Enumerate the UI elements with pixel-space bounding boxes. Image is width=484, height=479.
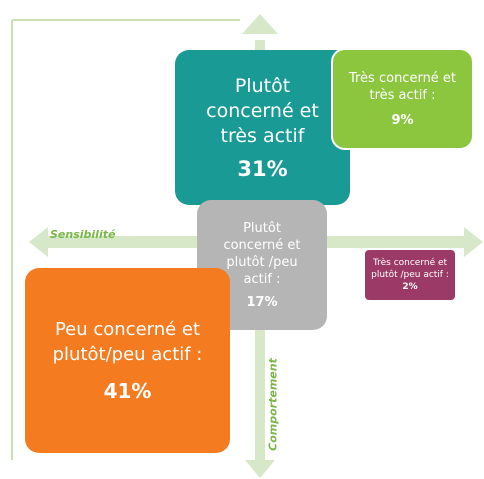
quadrant-box: Très concerné et plutôt /peu actif : 2%	[365, 250, 455, 300]
box-percent: 17%	[246, 294, 278, 310]
box-percent: 9%	[391, 112, 414, 128]
box-percent: 2%	[402, 282, 418, 292]
quadrant-box: Très concerné et très actif : 9%	[331, 48, 474, 150]
box-percent: 41%	[103, 379, 152, 403]
box-label: Plutôt concerné et plutôt /peu actif :	[223, 220, 301, 287]
axis-label: Sensibilité	[50, 228, 116, 241]
box-label: Plutôt concerné et très actif	[206, 74, 319, 147]
box-label: Très concerné et très actif :	[348, 70, 457, 103]
box-label: Très concerné et plutôt /peu actif :	[371, 258, 449, 280]
box-label: Peu concerné et plutôt/peu actif :	[52, 319, 203, 365]
axis-label: Comportement	[266, 358, 280, 451]
quadrant-box: Peu concerné et plutôt/peu actif : 41%	[25, 268, 230, 453]
box-percent: 31%	[237, 156, 288, 181]
vertical-arrow-head	[242, 14, 278, 34]
quadrant-box: Plutôt concerné et très actif 31%	[175, 50, 350, 205]
